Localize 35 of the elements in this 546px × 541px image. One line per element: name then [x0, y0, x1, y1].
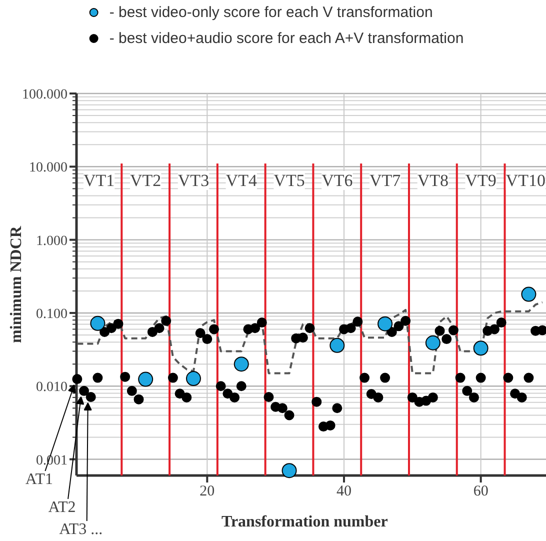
- annotation: VT4: [226, 171, 258, 190]
- x-tick-label: 40: [336, 484, 352, 500]
- annotation: VT8: [417, 171, 449, 190]
- legend-label: - best video-only score for each V transformation: [109, 4, 433, 20]
- y-tick-label: 10.000: [29, 160, 68, 176]
- point: [425, 335, 440, 350]
- y-tick-label: 1.000: [36, 234, 68, 249]
- y-tick-label: 100.000: [22, 88, 68, 102]
- annotation: AT2: [48, 498, 76, 516]
- point: [234, 356, 249, 372]
- annotation: VT5: [274, 171, 305, 190]
- y-tick-label: 0.010: [36, 380, 68, 396]
- annotation: VT7: [369, 171, 402, 190]
- point: [186, 371, 201, 386]
- point: [138, 372, 154, 387]
- annotation: VT6: [322, 171, 353, 190]
- annotation: AT1: [25, 471, 53, 488]
- annotation: VT2: [130, 171, 162, 190]
- y-axis-title: minimum NDCR: [8, 226, 25, 343]
- annotation: VT10: [506, 171, 546, 190]
- annotation: VT3: [178, 171, 210, 190]
- annotation: VT1: [83, 171, 115, 190]
- point: [282, 463, 297, 478]
- legend-label: - best video+audio score for each A+V transformation: [109, 30, 464, 46]
- point: [330, 338, 345, 353]
- point: [521, 286, 536, 302]
- point: [473, 340, 488, 356]
- y-tick-label: 0.100: [36, 306, 68, 322]
- point: [90, 316, 106, 331]
- annotation: AT3 ...: [59, 521, 103, 538]
- x-axis-title: Transformation number: [221, 514, 388, 530]
- annotation: VT9: [465, 171, 496, 190]
- x-tick-label: 20: [200, 484, 215, 500]
- x-tick-label: 60: [473, 484, 488, 500]
- point: [378, 316, 393, 332]
